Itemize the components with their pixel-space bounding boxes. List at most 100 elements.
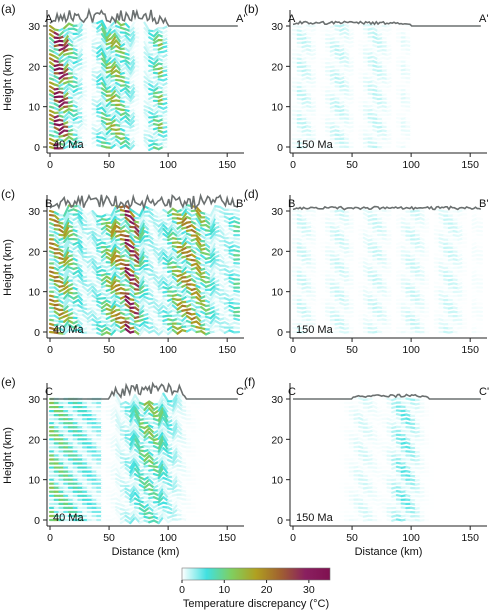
series-segment [110,210,118,220]
series-segment [162,252,170,260]
series-segment [86,261,94,269]
series-segment [77,125,85,134]
series-line [291,47,484,53]
series-segment [138,267,146,276]
series-segment [181,315,189,322]
series-segment [105,31,113,40]
series-segment [115,113,122,121]
series-segment [138,249,146,262]
series-segment [110,235,118,243]
series-segment [129,110,137,118]
profile-start-label: A [45,13,53,25]
series-line [48,88,241,101]
series-segment [124,87,132,95]
series-segment [162,227,170,236]
series-segment [91,265,99,274]
series-segment [63,58,71,67]
series-segment [91,261,99,270]
series-line [48,118,241,128]
series-segment [209,241,217,254]
series-segment [77,27,85,35]
series-line [48,46,241,61]
series-segment [233,268,241,273]
series-segment [143,119,151,128]
series-segment [152,248,160,257]
series-segment [233,297,241,301]
series-segment [110,205,118,217]
series-segment [143,139,151,147]
series-segment [110,274,118,285]
age-label: 40 Ma [53,139,84,151]
y-tick-label: 0 [34,142,40,154]
series-segment [124,115,132,123]
series-line [291,322,484,326]
surface-topography-line [49,192,239,212]
series-segment [138,270,146,281]
series-segment [63,269,71,282]
series-segment [115,84,122,93]
series-segment [143,94,151,104]
series-segment [138,324,146,333]
y-axis-label: Height (km) [2,54,14,111]
series-line [48,34,241,49]
profile-end-label: A' [479,13,488,25]
series-segment [124,42,132,51]
surface-topography-line [49,7,238,27]
series-line [291,92,484,97]
series-line [48,323,241,333]
series-segment [124,219,132,228]
series-segment [77,244,85,255]
series-segment [115,59,122,69]
series-line [48,80,241,92]
series-line [291,72,484,77]
series-segment [100,94,108,102]
series-segment [124,66,132,75]
series-segment [171,251,179,259]
series-segment [100,66,108,74]
series-line [48,39,241,53]
series-line [291,68,484,73]
series-line [48,315,241,325]
series-segment [100,82,108,91]
series-segment [91,212,99,223]
series-segment [181,265,189,273]
series-segment [181,232,189,240]
x-tick-label: 100 [159,159,177,171]
series-segment [100,52,108,64]
series-segment [100,101,108,112]
series-segment [157,224,165,233]
series-segment [115,88,122,97]
series-segment [209,270,217,281]
series-segment [233,237,241,241]
series-line [48,327,241,337]
series-line [48,307,241,317]
series-line [48,253,241,265]
series-segment [181,236,189,245]
series-segment [100,72,108,84]
series-segment [105,55,113,64]
series-segment [115,39,122,48]
series-segment [233,273,241,277]
series-segment [143,65,151,77]
series-segment [162,224,170,232]
series-line [291,330,484,334]
panel-b: 0 10 20 30 0 50 100 150 (b) A A' 150 Ma [244,2,488,171]
series-segment [233,244,241,249]
series-segment [138,217,146,229]
series-line [291,236,484,242]
series-line [48,211,241,226]
series-segment [157,280,165,288]
series-segment [138,210,146,220]
x-tick-label: 50 [346,159,358,171]
series-segment [77,51,85,60]
series-line [291,35,484,41]
series-segment [233,220,241,225]
y-tick-label: 20 [271,61,283,73]
series-segment [476,265,484,269]
series-segment [476,249,484,253]
series-segment [81,261,89,269]
y-tick-label: 0 [277,142,283,154]
series-segment [209,233,217,245]
series-line [48,21,241,38]
series-segment [100,57,108,67]
